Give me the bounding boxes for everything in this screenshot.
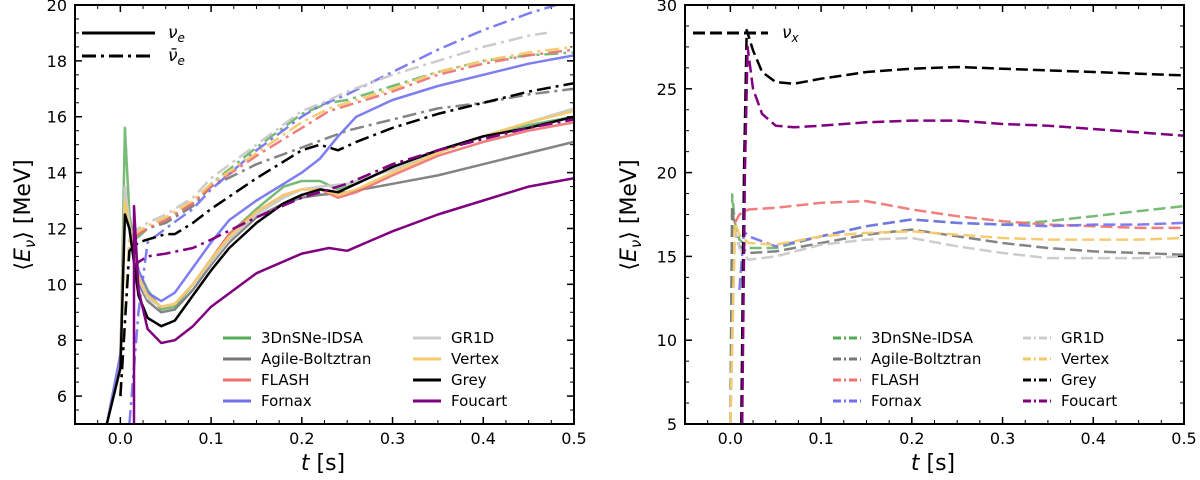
right-style-legend: νx bbox=[693, 23, 800, 45]
right-axes-frame bbox=[684, 4, 1185, 425]
panel-left-nue-antinue: 0.0 0.1 0.2 0.3 0.4 0.5 6 8 10 12 14 16 18 20 t [s] ⟨… bbox=[11, 0, 587, 476]
y-tick-label: 5 bbox=[667, 415, 677, 434]
x-tick-label: 0.1 bbox=[808, 429, 833, 448]
right-ylabel-sub: ν bbox=[627, 240, 645, 248]
x-tick-label: 0.3 bbox=[380, 429, 405, 448]
x-tick-label: 0.5 bbox=[1171, 429, 1196, 448]
legend-label-fornax: Fornax bbox=[871, 392, 922, 410]
legend-label-foucart: Foucart bbox=[1061, 392, 1117, 410]
x-tick-label: 0.0 bbox=[108, 429, 133, 448]
x-tick-label: 0.4 bbox=[471, 429, 496, 448]
y-tick-label: 30 bbox=[657, 0, 677, 15]
y-tick-label: 20 bbox=[657, 164, 677, 183]
left-xlabel-var: t bbox=[301, 451, 311, 476]
y-tick-label: 18 bbox=[47, 52, 67, 71]
series-grey-anti-nu-e bbox=[119, 81, 574, 397]
x-tick-label: 0.3 bbox=[990, 429, 1015, 448]
legend-label-agile-boltztran: Agile-Boltztran bbox=[261, 350, 371, 368]
series-3dnsne-idsa-nu-x bbox=[729, 193, 1184, 424]
legend-label-grey: Grey bbox=[1061, 371, 1097, 389]
x-tick-label: 0.0 bbox=[718, 429, 743, 448]
series-flash-nu-e bbox=[105, 121, 574, 424]
legend-label-gr1d: GR1D bbox=[451, 329, 494, 347]
right-y-axis-title: ⟨Eν⟩ [MeV] bbox=[617, 159, 645, 270]
y-tick-label: 20 bbox=[47, 0, 67, 15]
right-xlabel-var: t bbox=[911, 451, 921, 476]
left-ylabel-sub: ν bbox=[21, 240, 39, 248]
series-fornax-nu-x bbox=[738, 218, 1184, 290]
left-codes-legend: 3DnSNe-IDSA Agile-Boltztran FLASH Fornax GR1… bbox=[223, 329, 507, 410]
legend-label-fornax: Fornax bbox=[261, 392, 312, 410]
legend-label-foucart: Foucart bbox=[451, 392, 507, 410]
series-gr1d-nu-e bbox=[105, 107, 574, 424]
y-tick-label: 6 bbox=[57, 387, 67, 406]
series-vertex-nu-x bbox=[729, 221, 1184, 424]
panel-right-nux: 0.0 0.1 0.2 0.3 0.4 0.5 5 10 15 20 25 30 t [s] ⟨Eν⟩… bbox=[617, 0, 1197, 476]
series-gr1d-anti-nu-e bbox=[119, 31, 547, 397]
y-tick-label: 15 bbox=[657, 247, 677, 266]
y-tick-label: 14 bbox=[47, 164, 67, 183]
y-tick-label: 25 bbox=[657, 80, 677, 99]
right-xlabel-unit: [s] bbox=[920, 451, 956, 476]
y-tick-label: 10 bbox=[47, 275, 67, 294]
legend-label-gr1d: GR1D bbox=[1061, 329, 1104, 347]
right-ticks: 0.0 0.1 0.2 0.3 0.4 0.5 5 10 15 20 25 30 bbox=[657, 0, 1197, 448]
right-codes-legend: 3DnSNe-IDSA Agile-Boltztran FLASH Fornax GR1… bbox=[833, 329, 1117, 410]
series-3dnsne-idsa-nu-e bbox=[105, 115, 574, 424]
legend-label-flash: FLASH bbox=[261, 371, 309, 389]
series-fornax-nu-e bbox=[105, 54, 574, 424]
series-gr1d-nu-x bbox=[729, 230, 1184, 424]
legend-label-nux: νx bbox=[782, 23, 800, 45]
left-ylabel-unit: ⟩ [MeV] bbox=[11, 159, 36, 239]
right-ylabel-bracket-open: ⟨ bbox=[617, 262, 642, 271]
series-vertex-anti-nu-e bbox=[119, 45, 574, 397]
x-tick-label: 0.2 bbox=[289, 429, 314, 448]
x-tick-label: 0.1 bbox=[198, 429, 223, 448]
series-foucart-nu-e bbox=[132, 176, 574, 424]
x-tick-label: 0.5 bbox=[561, 429, 586, 448]
series-foucart-nu-x bbox=[740, 45, 1184, 424]
right-x-axis-title: t [s] bbox=[911, 451, 955, 476]
y-tick-label: 16 bbox=[47, 108, 67, 127]
legend-label-vertex: Vertex bbox=[451, 350, 499, 368]
left-y-axis-title: ⟨Eν⟩ [MeV] bbox=[11, 159, 39, 270]
left-x-axis-title: t [s] bbox=[301, 451, 345, 476]
y-tick-label: 10 bbox=[657, 331, 677, 350]
left-series bbox=[105, 5, 574, 424]
legend-label-grey: Grey bbox=[451, 371, 487, 389]
legend-label-nue: νe bbox=[168, 23, 185, 45]
y-tick-label: 8 bbox=[57, 331, 67, 350]
y-tick-label: 12 bbox=[47, 219, 67, 238]
legend-label-antinue: ν̄e bbox=[168, 46, 185, 68]
series-grey-nu-x bbox=[740, 28, 1184, 424]
right-ylabel-unit: ⟩ [MeV] bbox=[617, 159, 642, 239]
series-foucart-anti-nu-e bbox=[133, 118, 574, 269]
legend-label-agile-boltztran: Agile-Boltztran bbox=[871, 350, 981, 368]
legend-label-3dnsne-idsa: 3DnSNe-IDSA bbox=[871, 329, 974, 347]
left-ylabel-bracket-open: ⟨ bbox=[11, 262, 36, 271]
right-ylabel-var: E bbox=[617, 248, 642, 262]
legend-label-vertex: Vertex bbox=[1061, 350, 1109, 368]
x-tick-label: 0.4 bbox=[1081, 429, 1106, 448]
left-axes-frame bbox=[74, 4, 575, 425]
series-flash-nu-x bbox=[733, 199, 1184, 230]
series-flash-anti-nu-e bbox=[119, 48, 574, 397]
left-style-legend: νe ν̄e bbox=[82, 23, 185, 68]
left-xlabel-unit: [s] bbox=[310, 451, 346, 476]
legend-label-flash: FLASH bbox=[871, 371, 919, 389]
x-tick-label: 0.2 bbox=[899, 429, 924, 448]
left-ylabel-var: E bbox=[11, 248, 36, 262]
right-series bbox=[729, 28, 1184, 424]
series-grey-nu-e bbox=[105, 115, 574, 424]
legend-label-3dnsne-idsa: 3DnSNe-IDSA bbox=[261, 329, 364, 347]
